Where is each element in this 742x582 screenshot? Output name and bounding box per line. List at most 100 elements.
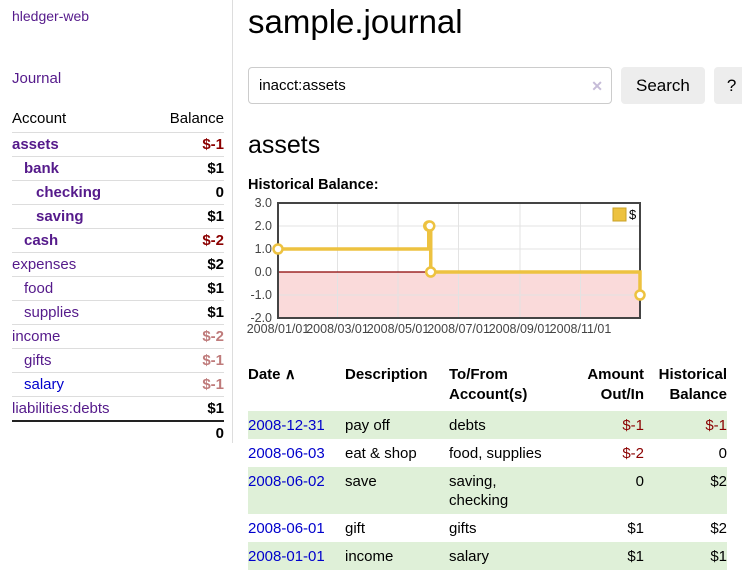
transaction-date-link[interactable]: 2008-06-02 (248, 473, 325, 490)
txn-amount: $-2 (622, 445, 644, 462)
sidebar-account-link[interactable]: gifts (24, 352, 52, 369)
clear-search-icon[interactable]: ✕ (591, 77, 603, 94)
sidebar-account-link[interactable]: food (24, 280, 54, 297)
sidebar-account-link[interactable]: checking (36, 184, 102, 201)
sidebar-account-link[interactable]: supplies (24, 304, 80, 321)
sidebar-account-link[interactable]: cash (24, 232, 59, 249)
search-form: ✕ Search ? (248, 67, 742, 104)
account-row: assets $-1 (12, 132, 224, 157)
txn-date: 2008-01-01 (248, 542, 345, 570)
txn-date: 2008-06-01 (248, 514, 345, 542)
transaction-row: 2008-06-01 gift gifts $1 $2 (248, 514, 727, 542)
help-button[interactable]: ? (713, 67, 742, 104)
account-balance: $1 (148, 204, 224, 229)
sidebar-account-link[interactable]: saving (36, 208, 84, 225)
header-tofrom-accounts: To/From Account(s) (449, 366, 528, 403)
account-balance: $1 (148, 300, 224, 325)
account-balance: 0 (148, 180, 224, 205)
transaction-row: 2008-06-03 eat & shop food, supplies $-2 0 (248, 439, 727, 467)
account-balance: $-1 (148, 132, 224, 157)
txn-description: pay off (345, 417, 390, 434)
svg-text:2008/07/01: 2008/07/01 (427, 322, 490, 336)
txn-balance: $2 (710, 520, 727, 537)
data-point-marker (634, 289, 646, 301)
svg-text:2008/09/01: 2008/09/01 (489, 322, 552, 336)
txn-description: save (345, 473, 377, 490)
sidebar-account-link[interactable]: salary (24, 376, 65, 393)
account-row: bank $1 (12, 156, 224, 181)
svg-text:2008/11/01: 2008/11/01 (550, 322, 612, 336)
header-description: Description (345, 366, 428, 383)
accounts-total-value: 0 (148, 420, 224, 445)
txn-amount: 0 (635, 473, 644, 490)
account-balance: $2 (148, 252, 224, 277)
txn-balance: $1 (710, 548, 727, 565)
account-row: liabilities:debts $1 (12, 396, 224, 421)
accounts-total-row: 0 (12, 420, 224, 445)
sidebar-account-link[interactable]: income (12, 328, 61, 345)
historical-balance-chart: $3.0 2.0 1.0 0.0 -1.0 -2.0 2008/01/01 2008/03/0… (247, 196, 727, 351)
search-button[interactable]: Search (621, 67, 705, 104)
account-row: cash $-2 (12, 228, 224, 253)
account-balance: $1 (148, 396, 224, 421)
svg-text:2008/01/01: 2008/01/01 (247, 322, 310, 336)
svg-text:1.0: 1.0 (255, 242, 272, 256)
chart-title: Historical Balance: (248, 177, 379, 193)
transaction-row: 2008-12-31 pay off debts $-1 $-1 (248, 411, 727, 439)
svg-text:2.0: 2.0 (255, 219, 272, 233)
txn-balance: $2 (710, 473, 727, 490)
txn-description: gift (345, 520, 366, 537)
accounts-header-balance: Balance (169, 110, 224, 127)
account-row: saving $1 (12, 204, 224, 229)
account-row: salary $-1 (12, 372, 224, 397)
transaction-row: 2008-06-02 save saving, checking 0 $2 (248, 467, 727, 514)
account-balance: $-2 (148, 324, 224, 349)
main-content: sample.journal ✕ Search ? assets Histori… (247, 0, 742, 570)
transaction-date-link[interactable]: 2008-01-01 (248, 548, 325, 565)
txn-balance: 0 (718, 445, 727, 462)
txn-date: 2008-12-31 (248, 411, 345, 439)
accounts-table: Account Balance assets $-1 bank $1 checking 0… (12, 107, 224, 445)
svg-text:0.0: 0.0 (255, 265, 272, 279)
page-title: sample.journal (248, 3, 463, 40)
account-row: gifts $-1 (12, 348, 224, 373)
search-box: ✕ (248, 67, 612, 104)
accounts-header-account: Account (12, 110, 67, 127)
transaction-date-link[interactable]: 2008-06-03 (248, 445, 325, 462)
transaction-row: 2008-01-01 income salary $1 $1 (248, 542, 727, 570)
account-row: expenses $2 (12, 252, 224, 277)
data-point-marker (423, 220, 436, 232)
txn-accounts: food, supplies (449, 445, 542, 462)
accounts-total-spacer (12, 420, 149, 445)
account-heading: assets (248, 131, 321, 159)
svg-text:3.0: 3.0 (255, 196, 272, 210)
sidebar-account-link[interactable]: expenses (12, 256, 77, 273)
sidebar-account-link[interactable]: bank (24, 160, 60, 177)
transaction-date-link[interactable]: 2008-12-31 (248, 417, 325, 434)
txn-accounts: salary (449, 548, 490, 565)
sidebar-item-journal[interactable]: Journal (12, 70, 62, 87)
svg-text:2008/03/01: 2008/03/01 (306, 322, 369, 336)
svg-text:-2.0: -2.0 (250, 311, 272, 325)
transactions-table: Date ∧ Description To/From Account(s) Am… (248, 365, 727, 570)
txn-amount: $-1 (622, 417, 644, 434)
txn-description: income (345, 548, 394, 565)
search-input[interactable] (248, 67, 612, 104)
header-date-label: Date (248, 366, 281, 383)
header-date[interactable]: Date ∧ (248, 365, 345, 411)
txn-description: eat & shop (345, 445, 417, 462)
account-row: food $1 (12, 276, 224, 301)
data-point-marker (424, 266, 437, 278)
account-row: supplies $1 (12, 300, 224, 325)
txn-accounts: debts (449, 417, 486, 434)
account-balance: $1 (148, 156, 224, 181)
txn-date: 2008-06-03 (248, 439, 345, 467)
sidebar-account-link[interactable]: liabilities:debts (12, 400, 110, 417)
header-historical-balance: Historical Balance (658, 366, 727, 403)
transaction-date-link[interactable]: 2008-06-01 (248, 520, 325, 537)
legend-label: $ (629, 207, 637, 222)
brand-link[interactable]: hledger-web (12, 8, 90, 24)
sidebar-account-link[interactable]: assets (12, 136, 59, 153)
account-row: checking 0 (12, 180, 224, 205)
account-balance: $-1 (148, 372, 224, 397)
